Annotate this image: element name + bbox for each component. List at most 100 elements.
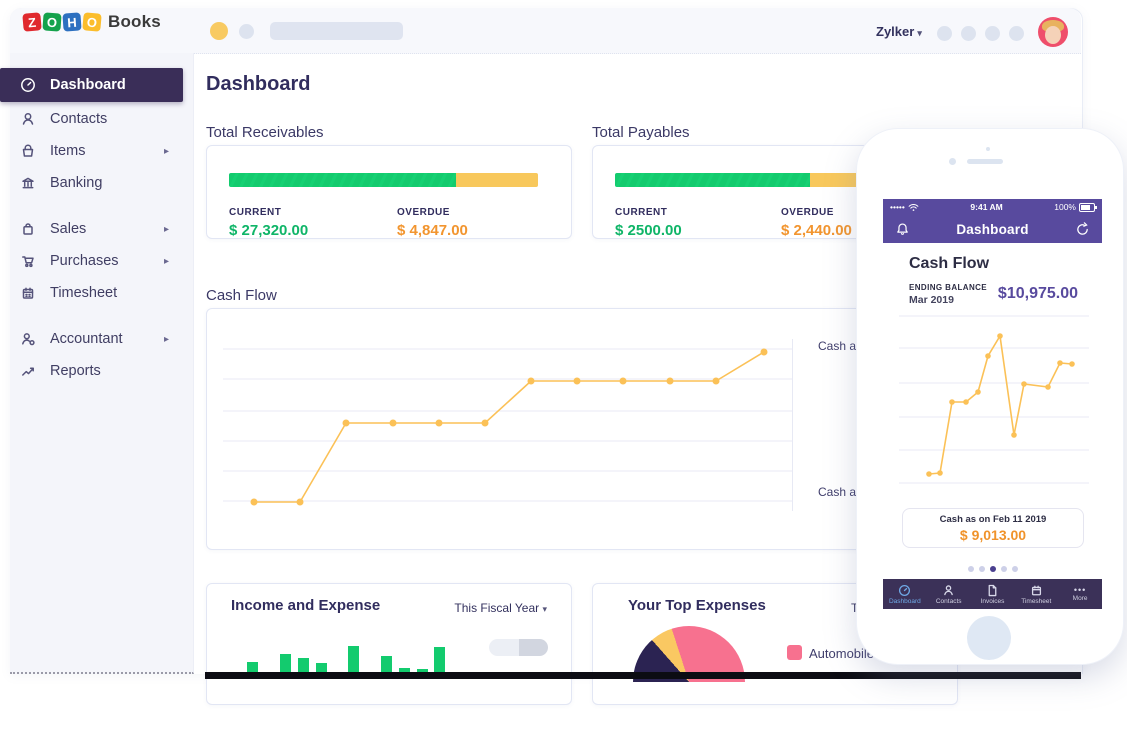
topbar-icon-placeholder[interactable]	[937, 26, 952, 41]
notification-dot-badge[interactable]	[210, 22, 228, 40]
sidebar-nav	[10, 53, 194, 674]
cashflow-heading: Cash Flow	[206, 287, 277, 304]
carousel-dots[interactable]	[883, 566, 1102, 572]
chevron-right-icon: ▸	[163, 223, 169, 235]
phone-status-bar: ••••• 9:41 AM 100%	[883, 199, 1102, 215]
ending-balance-period: Mar 2019	[909, 294, 954, 306]
logo-letter: Z	[22, 12, 42, 32]
tab-label: Invoices	[980, 597, 1005, 605]
sidebar-item-accountant[interactable]: Accountant ▸	[0, 324, 183, 354]
receivables-heading: Total Receivables	[206, 124, 324, 141]
sidebar-item-dashboard[interactable]: Dashboard	[0, 68, 183, 102]
window-bottom-edge	[205, 672, 1081, 679]
topbar-icon-placeholder[interactable]	[985, 26, 1000, 41]
income-expense-heading: Income and Expense	[231, 597, 381, 614]
phone-home-button[interactable]	[967, 616, 1011, 660]
phone-tab-contacts[interactable]: Contacts	[927, 579, 971, 609]
expenses-pie-chart	[633, 626, 745, 738]
caret-down-icon: ▾	[917, 28, 922, 38]
bar	[399, 668, 410, 674]
overdue-value: $ 4,847.00	[397, 222, 468, 239]
signal-icon: •••••	[890, 202, 905, 212]
bar	[348, 646, 359, 674]
bar	[298, 658, 309, 674]
current-value: $ 2500.00	[615, 222, 682, 239]
phone-tab-timesheet[interactable]: Timesheet	[1014, 579, 1058, 609]
phone-tab-more[interactable]: ••• More	[1058, 579, 1102, 609]
fiscal-year-filter[interactable]: This Fiscal Year ▾	[454, 601, 547, 615]
ending-balance-amount: $10,975.00	[997, 285, 1078, 302]
tab-label: More	[1072, 595, 1088, 602]
phone-camera	[949, 158, 956, 165]
sidebar-item-label: Purchases	[50, 253, 119, 269]
sidebar-item-label: Accountant	[50, 331, 123, 347]
sidebar-item-items[interactable]: Items ▸	[0, 136, 183, 166]
invoice-document-icon	[988, 584, 997, 596]
logo-letter: H	[62, 12, 82, 32]
logo-letter: O	[82, 12, 102, 32]
toggle-off-half	[489, 639, 519, 656]
bar	[381, 656, 392, 674]
contacts-person-icon	[22, 113, 34, 125]
carousel-dot-active[interactable]	[989, 566, 996, 572]
sidebar-item-label: Banking	[50, 175, 103, 191]
bar	[434, 647, 445, 674]
phone-tab-invoices[interactable]: Invoices	[971, 579, 1015, 609]
chevron-right-icon: ▸	[163, 255, 169, 267]
phone-cash-info-card[interactable]: Cash as on Feb 11 2019 $ 9,013.00	[902, 508, 1084, 548]
phone-nav-bar: Dashboard	[883, 215, 1102, 243]
sidebar-item-label: Contacts	[50, 111, 108, 127]
receivables-overdue-segment	[456, 173, 538, 187]
sidebar-item-label: Sales	[50, 221, 87, 237]
tab-label: Dashboard	[888, 597, 921, 605]
payables-heading: Total Payables	[592, 124, 690, 141]
carousel-dot[interactable]	[967, 566, 974, 572]
search-bar-placeholder[interactable]	[270, 22, 403, 40]
phone-cashflow-heading: Cash Flow	[909, 255, 990, 272]
carousel-dot[interactable]	[1011, 566, 1018, 572]
timesheet-calendar-icon	[22, 287, 34, 299]
dashboard-gauge-icon	[21, 78, 35, 92]
phone-tab-dashboard[interactable]: Dashboard	[883, 579, 927, 609]
org-name: Zylker	[876, 24, 915, 39]
sidebar-item-timesheet[interactable]: Timesheet	[0, 278, 183, 308]
phone-speaker	[967, 159, 1003, 164]
bell-icon[interactable]	[895, 222, 910, 237]
topbar-icon-placeholder[interactable]	[1009, 26, 1024, 41]
items-basket-icon	[22, 144, 34, 157]
carousel-dot[interactable]	[1000, 566, 1007, 572]
toggle-knob	[518, 639, 548, 656]
chevron-right-icon: ▸	[163, 145, 169, 157]
income-expense-bar-chart	[207, 584, 571, 674]
legend-swatch	[787, 645, 802, 660]
phone-screen: ••••• 9:41 AM 100% Dashboard Cash Flow E…	[883, 199, 1102, 609]
sidebar-item-purchases[interactable]: Purchases ▸	[0, 246, 183, 276]
zoho-books-logo[interactable]: Z O H O Books	[22, 12, 161, 32]
ending-balance-label: ENDING BALANCE	[909, 283, 988, 292]
sales-bag-icon	[23, 223, 33, 235]
topbar-icon-placeholder[interactable]	[961, 26, 976, 41]
income-expense-card: Income and Expense This Fiscal Year ▾	[206, 583, 572, 705]
sidebar-item-label: Dashboard	[50, 77, 126, 93]
sidebar-item-reports[interactable]: Reports	[0, 356, 183, 386]
sidebar-item-sales[interactable]: Sales ▸	[0, 214, 183, 244]
accountant-person-gear-icon	[22, 333, 35, 346]
caret-down-icon: ▾	[542, 604, 547, 614]
cashflow-side-divider	[792, 339, 793, 511]
org-switcher[interactable]: Zylker ▾	[876, 24, 922, 39]
sidebar-item-contacts[interactable]: Contacts	[0, 104, 183, 134]
bar	[316, 663, 327, 674]
sidebar-item-label: Timesheet	[50, 285, 118, 301]
accrual-cash-toggle[interactable]	[489, 639, 548, 656]
battery-percent: 100%	[1054, 202, 1076, 212]
sidebar-item-banking[interactable]: Banking	[0, 168, 183, 198]
reports-trend-icon	[22, 367, 34, 376]
cash-as-on-amount: $ 9,013.00	[959, 527, 1027, 543]
tab-label: Contacts	[935, 597, 962, 605]
current-label: CURRENT	[615, 207, 668, 218]
carousel-dot[interactable]	[978, 566, 985, 572]
refresh-icon[interactable]	[1075, 221, 1090, 237]
overdue-label: OVERDUE	[781, 207, 834, 218]
cash-as-on-label: Cash as on Feb 11 2019	[939, 514, 1047, 525]
user-avatar[interactable]	[1038, 17, 1068, 47]
